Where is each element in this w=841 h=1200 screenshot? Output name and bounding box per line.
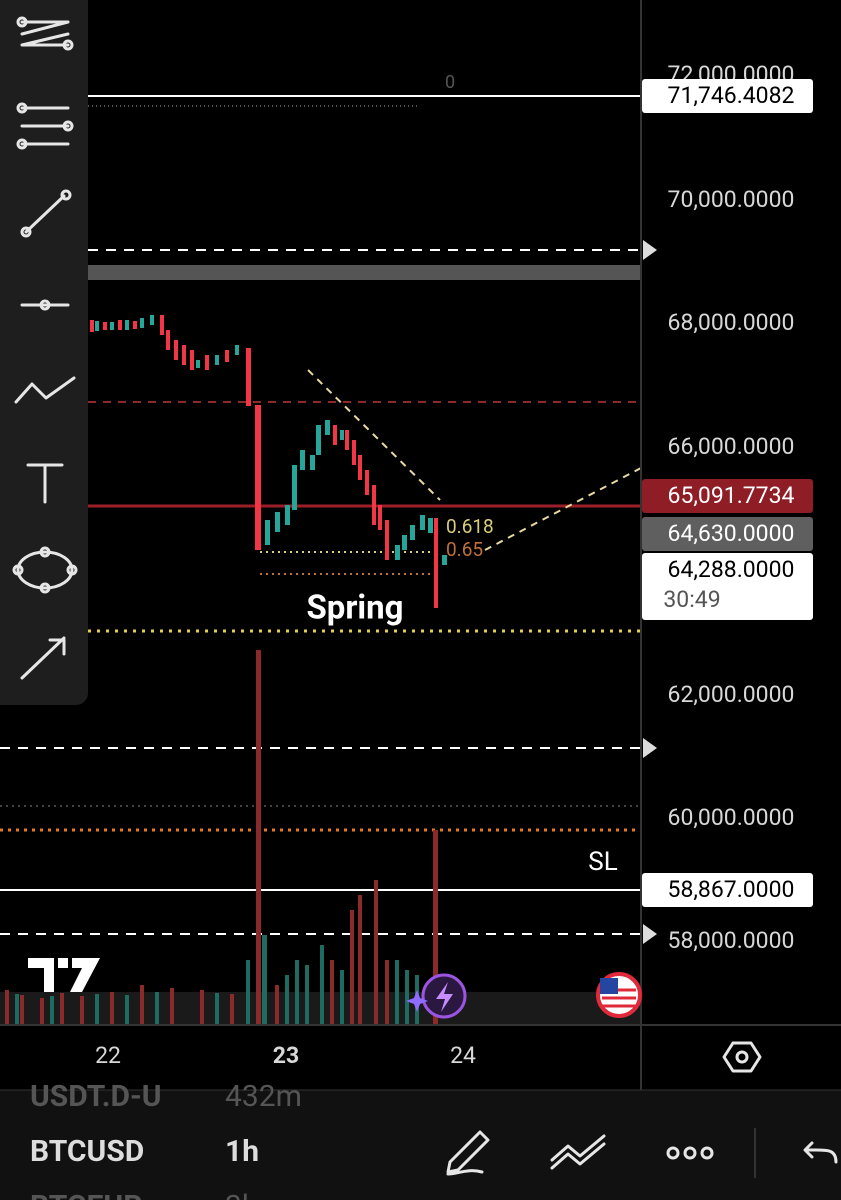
trend-line	[307, 369, 441, 501]
price-tag-label: 64,288.0000	[668, 556, 795, 583]
price-label: 68,000.0000	[668, 309, 795, 336]
price-tag	[642, 79, 813, 113]
bottom-bg	[0, 1090, 841, 1200]
price-label: 58,000.0000	[668, 927, 795, 954]
tv-logo	[28, 958, 100, 992]
symbol[interactable]: BTCUSD	[30, 1134, 144, 1169]
volume-bar	[15, 935, 419, 1025]
drawing-toolbar	[0, 0, 88, 705]
price-label: 70,000.0000	[668, 186, 795, 213]
candles	[90, 315, 447, 608]
prev-symbol: USDT.D-U	[30, 1079, 162, 1114]
candle-up	[95, 315, 447, 565]
tool-fib[interactable]	[16, 16, 74, 51]
settings-button[interactable]	[722, 1041, 762, 1073]
price-tag-label: 58,867.0000	[668, 876, 795, 903]
price-label: 60,000.0000	[668, 804, 795, 831]
annotation: Spring	[306, 589, 403, 628]
fib-label: 0.65	[446, 538, 483, 561]
levels	[0, 95, 642, 935]
next-interval: 3h	[225, 1189, 258, 1200]
more-button[interactable]	[666, 1146, 714, 1160]
price-axis: 72,000.0000 70,000.0000 68,000.0000 66,0…	[640, 0, 813, 1090]
interval[interactable]: 1h	[225, 1134, 259, 1169]
tool-text[interactable]	[26, 463, 64, 504]
tool-horizontal-line[interactable]	[20, 299, 70, 311]
candle-countdown: 30:49	[663, 586, 720, 613]
trend-line	[484, 467, 642, 551]
price-tag	[642, 517, 813, 551]
time-label: 22	[95, 1042, 121, 1069]
tool-fib-channel[interactable]	[16, 102, 74, 150]
tool-ellipse[interactable]	[12, 546, 78, 594]
price-label: 62,000.0000	[668, 681, 795, 708]
fib-label: 0	[445, 72, 455, 93]
draw-button[interactable]	[446, 1130, 490, 1176]
price-tag	[642, 479, 813, 513]
price-label: 66,000.0000	[668, 433, 795, 460]
economic-calendar[interactable]	[596, 972, 642, 1018]
tool-arrow[interactable]	[20, 636, 66, 680]
toolbar-bg	[0, 0, 88, 705]
price-tag-label: 65,091.7734	[668, 482, 795, 509]
volume	[0, 650, 641, 1025]
zone-band	[88, 265, 641, 280]
fib-label: 0.618	[446, 515, 494, 538]
tool-path[interactable]	[14, 376, 76, 404]
price-tag	[642, 873, 813, 907]
next-symbol: BTCEUR	[30, 1189, 142, 1200]
price-tag-label: 71,746.4082	[668, 82, 795, 109]
price-tag-label: 64,630.0000	[668, 520, 795, 547]
flash-button[interactable]	[406, 973, 467, 1019]
back-button[interactable]	[803, 1141, 838, 1164]
prev-interval: 432m	[225, 1079, 302, 1114]
price-tag	[642, 553, 813, 620]
bottom-bar: USDT.D-U 432m BTCUSD 1h BTCEUR 3h	[0, 1079, 841, 1200]
annotation: SL	[588, 847, 617, 877]
time-axis: 22 23 24	[0, 1024, 841, 1073]
tool-trend-line[interactable]	[20, 189, 72, 238]
indicators-button[interactable]	[550, 1134, 606, 1170]
time-label: 24	[450, 1042, 476, 1069]
time-label: 23	[273, 1042, 299, 1069]
